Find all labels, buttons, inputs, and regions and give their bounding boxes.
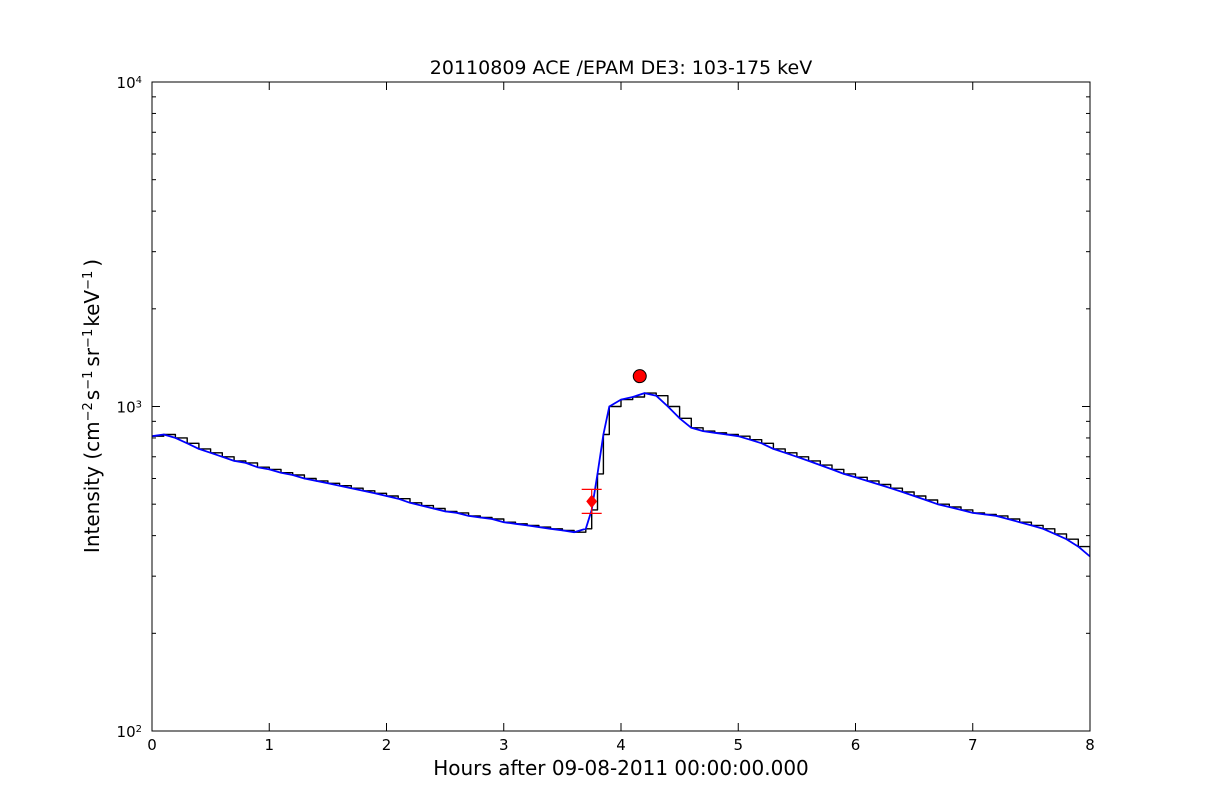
- x-tick-label: 5: [733, 736, 743, 754]
- x-tick-label: 7: [968, 736, 978, 754]
- marker-layer: [581, 369, 647, 514]
- y-axis-label: Intensity (cm−2s−1sr−1keV−1): [80, 259, 104, 553]
- x-tick-label: 1: [264, 736, 274, 754]
- x-tick-label: 8: [1085, 736, 1095, 754]
- onset-diamond-marker: [586, 494, 598, 509]
- ticks-layer: 0 1 2 3 4 5 6 7 8 102 103 104: [117, 74, 1095, 754]
- chart-title: 20110809 ACE /EPAM DE3: 103-175 keV: [430, 57, 812, 79]
- x-tick-label: 4: [616, 736, 626, 754]
- x-tick-label: 0: [147, 736, 157, 754]
- x-tick-label: 3: [499, 736, 509, 754]
- series-layer: [152, 392, 1090, 558]
- x-tick-label: 2: [382, 736, 392, 754]
- peak-circle-marker: [632, 369, 647, 384]
- x-axis-label: Hours after 09-08-2011 00:00:00.000: [433, 756, 809, 780]
- series-line-smoothed: [152, 392, 1090, 558]
- y-tick-label: 104: [117, 74, 142, 92]
- x-tick-label: 6: [851, 736, 861, 754]
- y-tick-label: 102: [117, 723, 142, 741]
- y-tick-label: 103: [117, 399, 142, 417]
